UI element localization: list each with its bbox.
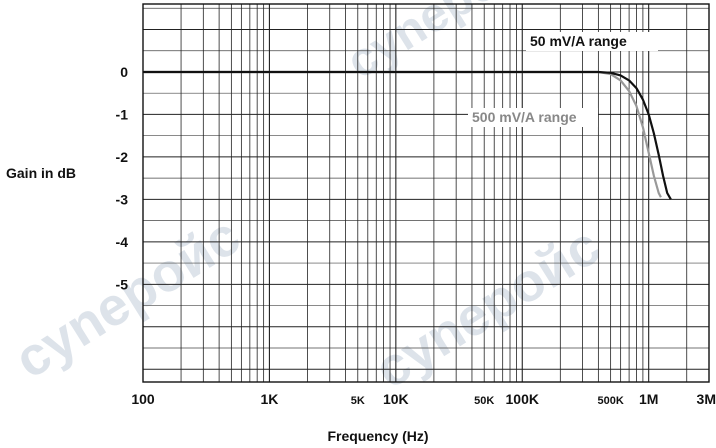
y-tick-label: -4 [116, 234, 129, 250]
x-tick-label: 100 [131, 391, 155, 407]
y-tick-labels: 0 -1 -2 -3 -4 -5 [116, 64, 129, 292]
x-tick-label: 1M [639, 391, 658, 407]
x-tick-label: 5K [351, 395, 365, 407]
x-tick-label: 3M [697, 391, 716, 407]
x-tick-label: 10K [383, 391, 409, 407]
y-tick-label: 0 [120, 64, 128, 80]
series-label-background [526, 32, 658, 51]
y-tick-label: -2 [116, 149, 129, 165]
x-tick-label: 500K [597, 395, 623, 407]
vertical-grid [180, 4, 688, 382]
x-axis-title: Frequency (Hz) [327, 428, 428, 444]
x-tick-label: 50K [474, 395, 494, 407]
watermark-text: cynepoйс [365, 216, 611, 401]
plot-frame [142, 3, 710, 383]
x-tick-label: 1K [260, 391, 278, 407]
minor-horizontal-grid [143, 7, 709, 349]
series-label-layer: 50 mV/A range 500 mV/A range [468, 32, 658, 127]
y-axis-title: Gain in dB [6, 165, 76, 181]
series-label-background [468, 108, 598, 127]
series-label-1: 500 mV/A range [472, 109, 577, 125]
y-tick-label: -3 [116, 191, 129, 207]
x-tick-labels: 100 1K 5K 10K 50K 100K 500K 1M 3M [131, 391, 716, 407]
watermark-text: cynepoйс [338, 0, 556, 89]
x-tick-label: 100K [506, 391, 539, 407]
series-line-0 [143, 70, 672, 200]
y-tick-label: -5 [116, 276, 129, 292]
series-label-0: 50 mV/A range [530, 33, 627, 49]
y-tick-label: -1 [116, 106, 129, 122]
series-layer [143, 70, 672, 200]
